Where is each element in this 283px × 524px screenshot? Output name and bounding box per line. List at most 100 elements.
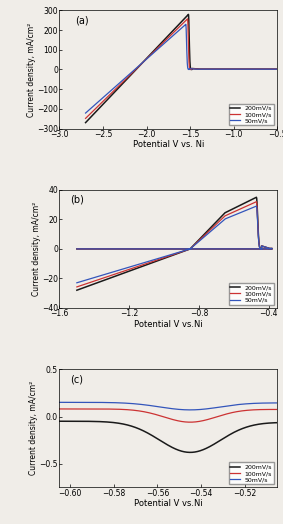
Text: (c): (c) <box>70 374 83 384</box>
50mV/s <box>169 34 173 40</box>
50mV/s <box>162 405 166 411</box>
Line: 100mV/s: 100mV/s <box>59 409 277 422</box>
100mV/s <box>85 114 89 120</box>
100mV/s <box>227 246 231 252</box>
100mV/s <box>188 246 191 252</box>
50mV/s <box>97 99 100 105</box>
100mV/s <box>263 244 266 250</box>
50mV/s <box>187 407 191 413</box>
Text: (b): (b) <box>70 194 84 204</box>
200mV/s <box>255 194 258 200</box>
200mV/s <box>171 27 175 34</box>
50mV/s <box>188 246 191 252</box>
100mV/s <box>186 16 189 22</box>
200mV/s <box>187 12 190 18</box>
100mV/s <box>75 246 79 252</box>
100mV/s <box>176 418 179 424</box>
200mV/s <box>88 115 91 122</box>
200mV/s <box>162 440 166 446</box>
Line: 200mV/s: 200mV/s <box>59 421 277 452</box>
50mV/s <box>227 246 231 252</box>
200mV/s <box>276 66 279 72</box>
50mV/s <box>218 220 222 226</box>
50mV/s <box>161 404 165 410</box>
200mV/s <box>97 106 100 112</box>
Line: 50mV/s: 50mV/s <box>59 402 277 410</box>
Line: 100mV/s: 100mV/s <box>85 19 277 118</box>
50mV/s <box>104 92 107 99</box>
100mV/s <box>218 217 222 224</box>
200mV/s <box>263 244 266 250</box>
100mV/s <box>104 95 108 102</box>
200mV/s <box>251 196 255 202</box>
200mV/s <box>104 98 108 104</box>
50mV/s <box>276 400 279 406</box>
100mV/s <box>237 408 240 414</box>
100mV/s <box>188 419 192 425</box>
200mV/s <box>75 246 79 252</box>
200mV/s <box>85 118 89 124</box>
Y-axis label: Current density, mA/cm²: Current density, mA/cm² <box>29 381 38 475</box>
Legend: 200mV/s, 100mV/s, 50mV/s: 200mV/s, 100mV/s, 50mV/s <box>229 463 274 484</box>
100mV/s <box>271 406 274 412</box>
100mV/s <box>137 63 140 70</box>
50mV/s <box>140 260 144 267</box>
200mV/s <box>187 449 191 455</box>
50mV/s <box>263 244 266 250</box>
Line: 50mV/s: 50mV/s <box>77 206 272 283</box>
50mV/s <box>255 203 258 209</box>
50mV/s <box>276 66 279 72</box>
Text: (a): (a) <box>75 15 88 25</box>
Y-axis label: Current density, mA/cm²: Current density, mA/cm² <box>27 23 36 117</box>
200mV/s <box>218 215 222 221</box>
Legend: 200mV/s, 100mV/s, 50mV/s: 200mV/s, 100mV/s, 50mV/s <box>229 283 274 305</box>
50mV/s <box>84 110 87 116</box>
50mV/s <box>75 280 79 286</box>
50mV/s <box>58 399 61 406</box>
Line: 100mV/s: 100mV/s <box>77 202 272 287</box>
100mV/s <box>75 284 79 290</box>
Y-axis label: Current density, mA/cm²: Current density, mA/cm² <box>31 202 40 296</box>
100mV/s <box>187 419 191 425</box>
50mV/s <box>176 406 179 412</box>
100mV/s <box>161 413 165 420</box>
200mV/s <box>138 63 141 69</box>
50mV/s <box>251 204 255 211</box>
100mV/s <box>276 406 279 412</box>
50mV/s <box>184 21 188 27</box>
100mV/s <box>140 262 144 268</box>
100mV/s <box>84 115 87 122</box>
100mV/s <box>251 200 255 206</box>
100mV/s <box>97 103 100 109</box>
100mV/s <box>162 414 166 420</box>
200mV/s <box>75 287 79 293</box>
100mV/s <box>58 406 61 412</box>
200mV/s <box>237 427 240 433</box>
50mV/s <box>188 407 192 413</box>
200mV/s <box>161 439 165 445</box>
200mV/s <box>188 449 192 455</box>
100mV/s <box>276 66 279 72</box>
Line: 200mV/s: 200mV/s <box>85 15 277 123</box>
200mV/s <box>271 420 274 426</box>
200mV/s <box>227 246 231 252</box>
Line: 200mV/s: 200mV/s <box>77 197 272 290</box>
100mV/s <box>171 30 174 37</box>
50mV/s <box>237 401 240 408</box>
50mV/s <box>271 400 274 406</box>
200mV/s <box>188 246 191 252</box>
50mV/s <box>88 106 91 113</box>
100mV/s <box>255 199 258 205</box>
50mV/s <box>136 63 140 70</box>
200mV/s <box>176 446 179 453</box>
200mV/s <box>84 119 87 126</box>
200mV/s <box>140 264 144 270</box>
X-axis label: Potential V vs.Ni: Potential V vs.Ni <box>134 499 203 508</box>
Line: 50mV/s: 50mV/s <box>85 24 277 113</box>
200mV/s <box>58 418 61 424</box>
100mV/s <box>88 112 91 118</box>
50mV/s <box>85 108 89 115</box>
X-axis label: Potential V vs.Ni: Potential V vs.Ni <box>134 320 203 329</box>
X-axis label: Potential V vs. Ni: Potential V vs. Ni <box>133 140 204 149</box>
200mV/s <box>276 420 279 426</box>
